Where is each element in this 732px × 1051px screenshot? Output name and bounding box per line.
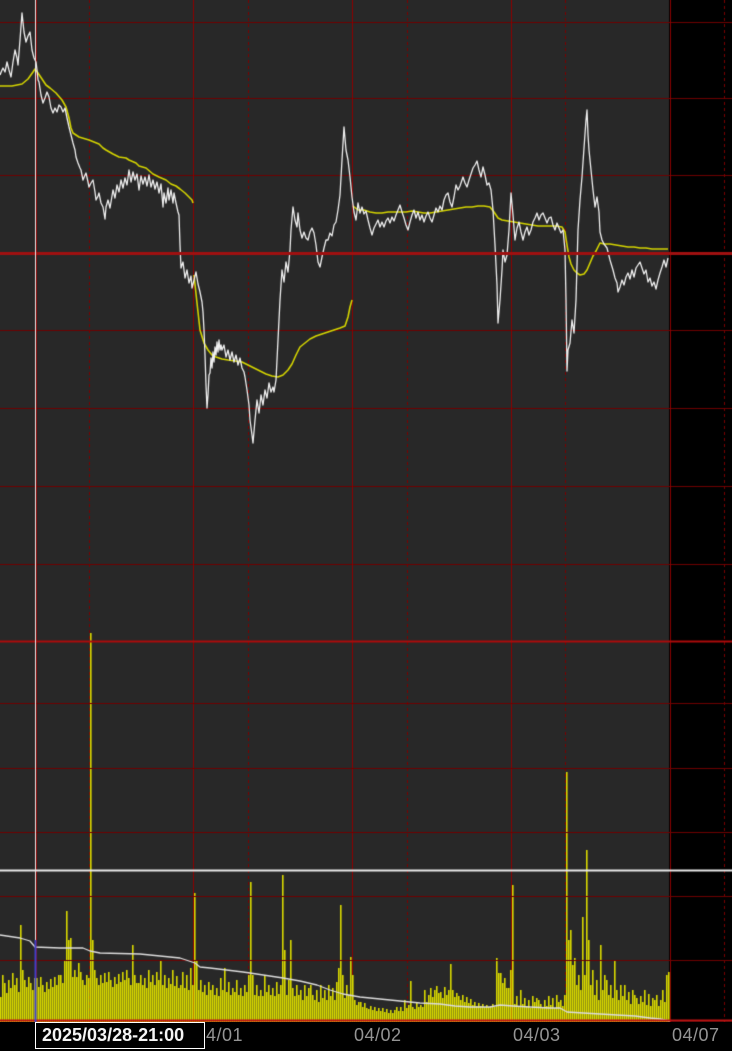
axis-date-label: 04/07 bbox=[672, 1025, 720, 1045]
crosshair-timestamp-box: 2025/03/28-21:00 bbox=[35, 1022, 205, 1049]
axis-date-label: 04/03 bbox=[513, 1025, 561, 1045]
axis-date-label: 04/02 bbox=[354, 1025, 402, 1045]
price-volume-chart-canvas[interactable] bbox=[0, 0, 732, 1022]
time-axis: 4/01 04/02 04/03 04/07 2025/03/28-21:00 bbox=[0, 1022, 732, 1051]
axis-date-label: 4/01 bbox=[206, 1025, 244, 1045]
crosshair-timestamp-label: 2025/03/28-21:00 bbox=[42, 1025, 185, 1045]
